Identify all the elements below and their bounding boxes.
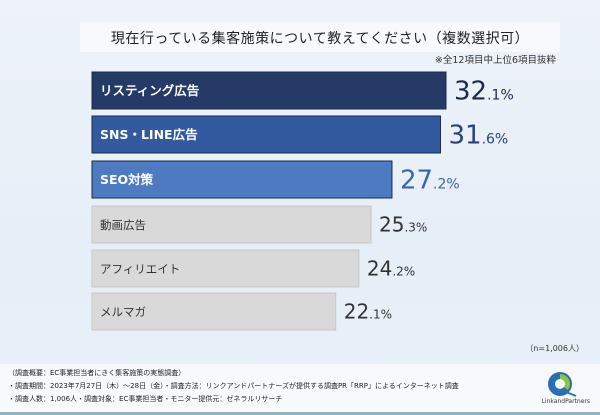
- company-logo: [548, 372, 577, 397]
- logo-text: LinkandPartners: [541, 398, 590, 405]
- value-label: 27.2%: [400, 166, 460, 196]
- title-strip: 現在行っている集客施策について教えてください（複数選択可）: [80, 22, 560, 52]
- chart-title: 現在行っている集客施策について教えてください（複数選択可）: [110, 31, 530, 47]
- value-label: 24.2%: [367, 257, 415, 281]
- survey-period-method: ・調査期間：2023年7月27日（木）〜28日（金）・調査方法：リンクアンドパー…: [8, 382, 459, 390]
- bar: [91, 115, 441, 154]
- category-label: アフィリエイト: [100, 262, 180, 276]
- value-label: 25.3%: [379, 213, 427, 237]
- bar: [91, 71, 447, 110]
- value-label: 31.6%: [448, 121, 508, 151]
- subset-note: ※全12項目中上位6項目抜粋: [434, 55, 556, 66]
- bar: [91, 160, 393, 199]
- bar: [91, 249, 360, 288]
- category-label: リスティング広告: [100, 83, 200, 98]
- sample-size-note: （n=1,006人）: [525, 344, 584, 353]
- bar: [91, 292, 337, 331]
- category-label: SEO対策: [100, 172, 154, 187]
- value-label: 32.1%: [454, 77, 514, 107]
- survey-respondents: ・調査人数：1,006人・調査対象：EC事業担当者・モニター提供元：ゼネラルリサ…: [8, 395, 283, 403]
- category-label: 動画広告: [100, 218, 146, 232]
- category-label: メルマガ: [100, 305, 146, 319]
- category-label: SNS・LINE広告: [100, 127, 198, 142]
- survey-footer: （調査概要：EC事業担当者にきく集客施策の実態調査） ・調査期間：2023年7月…: [0, 364, 600, 415]
- bar-chart: リスティング広告 32.1% SNS・LINE広告 31.6% SEO対策 27.2% 動画…: [91, 71, 514, 331]
- survey-overview: （調査概要：EC事業担当者にきく集客施策の実態調査）: [8, 369, 186, 377]
- bar: [91, 205, 372, 244]
- value-label: 22.1%: [344, 300, 392, 324]
